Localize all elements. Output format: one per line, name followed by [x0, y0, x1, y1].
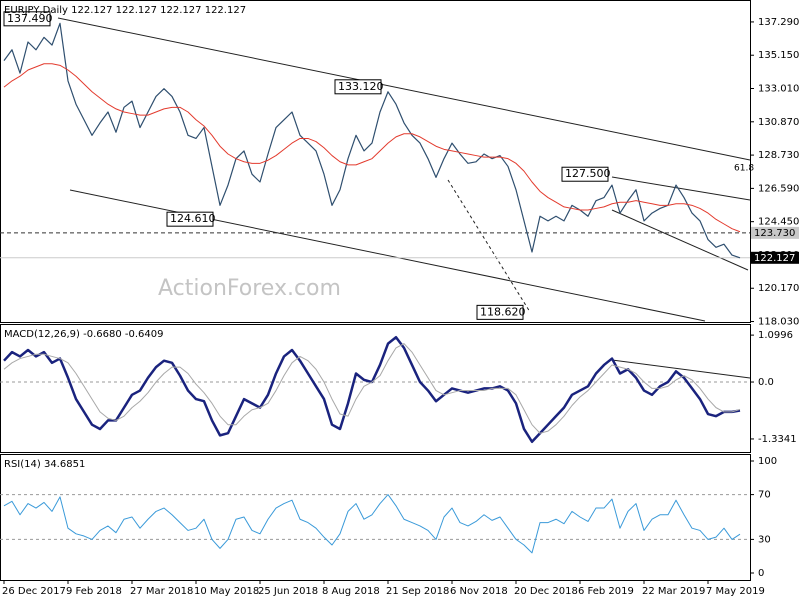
annotation-box	[166, 211, 214, 227]
y-tick-label: 137.290	[758, 17, 799, 28]
series-line	[3, 343, 741, 434]
price-label: 123.730	[754, 228, 795, 239]
y-tick-label: -1.3341	[758, 434, 797, 445]
watermark: ActionForex.com	[158, 276, 341, 301]
x-tick-label: 27 Mar 2018	[130, 586, 193, 597]
y-tick-label: 1.0996	[758, 330, 793, 341]
trend-line	[57, 17, 751, 161]
y-tick-label: 135.150	[758, 50, 799, 61]
trend-line	[611, 176, 751, 201]
x-tick-label: 20 Dec 2018	[514, 586, 578, 597]
price-label-box	[751, 251, 799, 264]
x-tick-label: 9 Feb 2018	[66, 586, 122, 597]
trend-line	[611, 209, 749, 271]
annotation-box	[476, 304, 524, 320]
annotation-box	[3, 11, 51, 27]
y-tick-label: 0	[758, 568, 764, 579]
y-tick-label: 126.590	[758, 183, 799, 194]
y-tick-label: 30	[758, 534, 771, 545]
panel-title: MACD(12,26,9) -0.6680 -0.6409	[4, 329, 164, 340]
price-label-box	[751, 226, 799, 239]
price-label: 122.127	[754, 253, 795, 264]
annotation-label: 124.610	[170, 212, 216, 225]
y-tick-label: 118.030	[758, 317, 799, 328]
x-tick-label: 25 Jun 2018	[258, 586, 318, 597]
x-tick-label: 26 Dec 2017	[2, 586, 66, 597]
panel-frame	[0, 324, 751, 453]
y-tick-label: 100	[758, 456, 777, 467]
y-tick-label: 130.870	[758, 117, 799, 128]
panel-title: EURJPY,Daily 122.127 122.127 122.127 122…	[4, 5, 246, 16]
y-tick-label: 70	[758, 490, 771, 501]
y-tick-label: 120.170	[758, 283, 799, 294]
x-tick-label: 6 Feb 2019	[578, 586, 634, 597]
annotation-box	[561, 166, 609, 182]
trend-line	[611, 359, 751, 379]
annotation-label: 118.620	[480, 305, 526, 318]
panel-title: RSI(14) 34.6851	[4, 459, 85, 470]
trend-line	[447, 179, 531, 313]
x-tick-label: 7 May 2019	[706, 586, 765, 597]
fib-label: 61.8	[734, 164, 754, 174]
panel-frame	[0, 454, 751, 581]
series-line	[3, 494, 741, 554]
x-tick-label: 8 Aug 2018	[322, 586, 380, 597]
y-tick-label: 0.0	[758, 377, 774, 388]
annotation-label: 133.120	[338, 80, 384, 93]
x-tick-label: 21 Sep 2018	[386, 586, 449, 597]
x-tick-label: 10 May 2018	[194, 586, 259, 597]
panel-frame	[0, 0, 751, 323]
x-tick-label: 22 Mar 2019	[642, 586, 705, 597]
annotation-label: 127.500	[565, 167, 611, 180]
y-tick-label: 133.010	[758, 84, 799, 95]
x-tick-label: 6 Nov 2018	[450, 586, 508, 597]
series-line	[3, 22, 741, 259]
annotation-box	[334, 79, 382, 95]
y-tick-label: 128.730	[758, 150, 799, 161]
y-tick-label: 124.450	[758, 217, 799, 228]
series-line	[3, 63, 741, 233]
annotation-label: 137.490	[7, 12, 53, 25]
